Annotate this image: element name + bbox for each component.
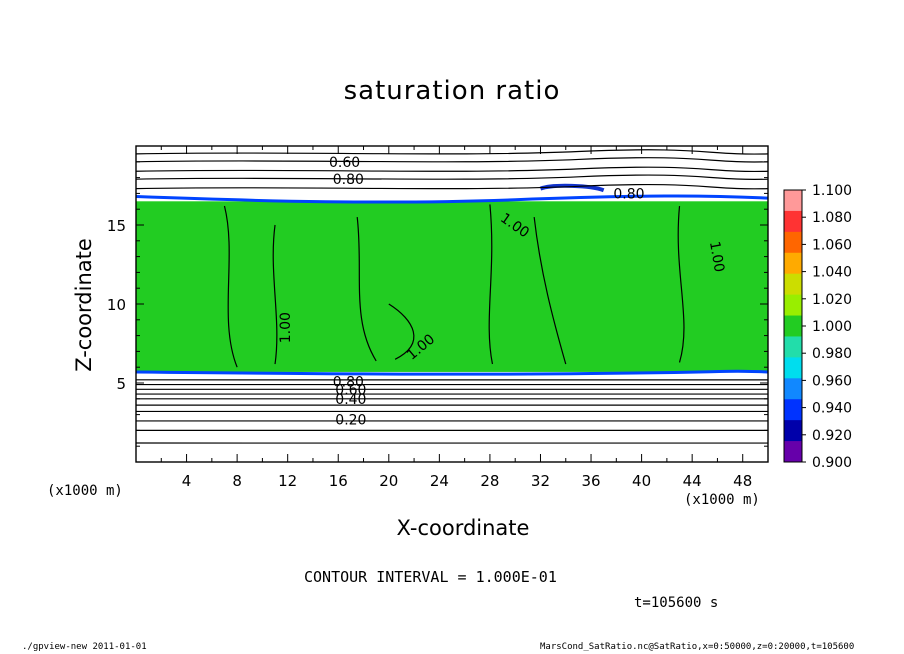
x-tick-label: 4: [182, 472, 192, 490]
contour-line-lower: [135, 383, 769, 386]
colorbar-swatch: [784, 336, 802, 358]
contour-label: 0.40: [335, 392, 366, 408]
colorbar-label: 1.060: [812, 237, 852, 253]
x-tick-label: 36: [581, 472, 600, 490]
upper-boundary-band: [135, 194, 769, 204]
contour-line-1-00: [272, 224, 278, 365]
y-tick-label: 15: [107, 217, 126, 235]
contour-line-upper: [135, 183, 769, 190]
contour-line-lower: [135, 393, 769, 396]
x-tick-label: 16: [329, 472, 348, 490]
colorbar-swatch: [784, 378, 802, 400]
contour-label: 0.60: [329, 155, 360, 171]
contour-line-1-00: [488, 204, 494, 365]
contour-line-lower: [135, 441, 769, 445]
contour-line-upper: [135, 166, 769, 173]
contour-line-1-00: [223, 205, 238, 368]
colorbar-label: 1.100: [812, 183, 852, 199]
contour-line-lower: [135, 397, 769, 400]
x-axis-unit: (x1000 m): [684, 492, 760, 508]
contour-line-lower: [135, 429, 769, 432]
x-tick-label: 44: [683, 472, 702, 490]
x-tick-label: 28: [480, 472, 499, 490]
x-tick-label: 20: [379, 472, 398, 490]
x-tick-label: 24: [430, 472, 449, 490]
contour-line-lower: [135, 419, 769, 422]
colorbar-swatch: [784, 273, 802, 296]
footer-left-text: ./gpview-new 2011-01-01: [22, 642, 147, 652]
colorbar-swatch: [784, 190, 802, 212]
contour-label: 1.00: [278, 312, 294, 343]
y-axis-unit: (x1000 m): [47, 483, 123, 499]
colorbar-label: 1.080: [812, 210, 852, 226]
x-tick-label: 48: [733, 472, 752, 490]
colorbar-label: 0.940: [812, 401, 852, 417]
contour-line-lower: [135, 404, 769, 407]
colorbar-label: 1.020: [812, 292, 852, 308]
contour-line-lower: [135, 378, 769, 381]
colorbar-label: 1.000: [812, 319, 852, 335]
x-tick-label: 12: [278, 472, 297, 490]
x-tick-label: 8: [232, 472, 242, 490]
contour-label: 1.00: [706, 240, 727, 273]
chart-title: saturation ratio: [343, 76, 561, 106]
contour-line-lower: [135, 388, 769, 391]
contour-line-upper: [135, 174, 769, 180]
contour-line-1-00: [677, 205, 685, 363]
contour-line-1-00: [356, 217, 377, 362]
contour-label: 0.20: [335, 412, 366, 428]
colorbar-swatch: [784, 399, 802, 421]
colorbar-swatch: [784, 294, 802, 317]
colorbar-label: 0.920: [812, 428, 852, 444]
colorbar-swatch: [784, 315, 802, 337]
contour-line-upper: [135, 157, 769, 163]
colorbar-label: 0.960: [812, 373, 852, 389]
colorbar-swatch: [784, 210, 802, 233]
contour-label: 0.80: [613, 186, 644, 202]
colorbar-swatch: [784, 441, 802, 463]
contour-label: 0.80: [333, 374, 364, 390]
time-label: t=105600 s: [634, 595, 719, 611]
contour-line-1-00: [388, 303, 415, 360]
contour-label: 0.60: [335, 382, 366, 398]
contour-line-upper: [135, 149, 769, 155]
contour-line-lower: [135, 410, 769, 413]
contour-label: 0.80: [333, 172, 364, 188]
colorbar-label: 0.980: [812, 346, 852, 362]
contour-line-1-00: [533, 217, 567, 365]
saturated-region: [136, 201, 768, 372]
x-tick-label: 32: [531, 472, 550, 490]
colorbar-swatch: [784, 252, 802, 275]
x-axis-label: X-coordinate: [396, 516, 530, 540]
colorbar-swatch: [784, 420, 802, 442]
y-tick-label: 10: [107, 296, 126, 314]
x-tick-label: 40: [632, 472, 651, 490]
lower-boundary-band: [135, 369, 769, 376]
y-tick-label: 5: [116, 375, 126, 393]
contour-interval-text: CONTOUR INTERVAL = 1.000E-01: [304, 568, 557, 586]
footer-right-text: MarsCond_SatRatio.nc@SatRatio,x=0:50000,…: [540, 642, 855, 652]
colorbar-label: 0.900: [812, 455, 852, 471]
colorbar-swatch: [784, 357, 802, 379]
colorbar-label: 1.040: [812, 265, 852, 281]
colorbar-swatch: [784, 231, 802, 254]
